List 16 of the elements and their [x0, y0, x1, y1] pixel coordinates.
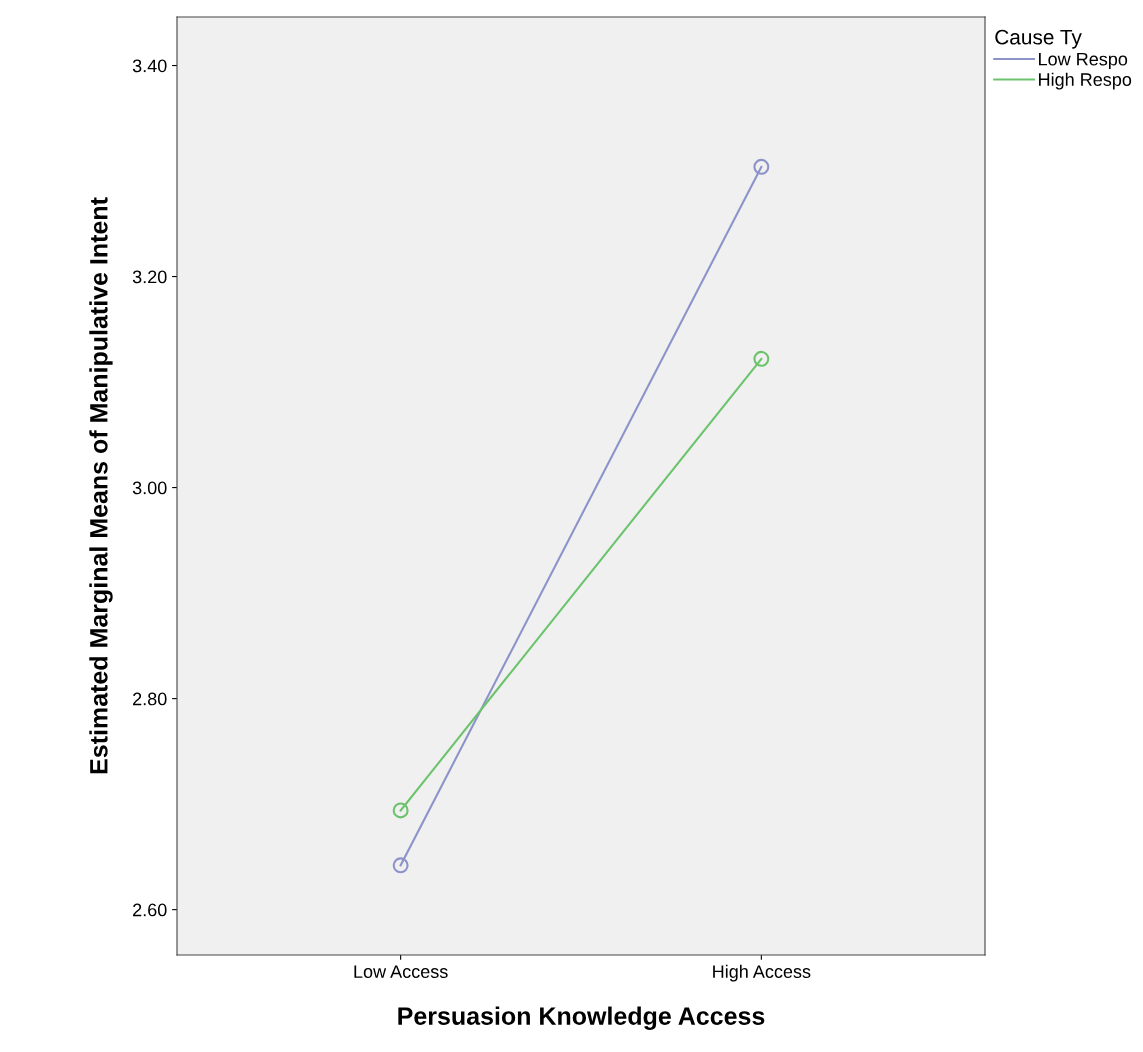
- x-tick-label: High Access: [713, 964, 811, 982]
- y-axis-title: Estimated Marginal Means of Manipulative Intent: [89, 197, 113, 774]
- point: [753, 350, 770, 367]
- point: [392, 802, 409, 819]
- legend-label: Low Respo: [1039, 52, 1128, 70]
- x-axis-title: Persuasion Knowledge Access: [398, 1006, 765, 1030]
- y-tick-label: 2.80: [133, 692, 167, 706]
- point: [392, 857, 409, 874]
- legend-label: High Respo: [1039, 72, 1132, 90]
- point: [753, 158, 770, 175]
- y-tick-label: 2.60: [133, 903, 167, 917]
- legend-title: Cause Ty: [995, 29, 1082, 49]
- y-tick-label: 3.00: [132, 481, 167, 495]
- y-tick-label: 3.20: [132, 270, 167, 284]
- x-tick-label: Low Access: [354, 965, 448, 978]
- y-tick-label: 3.40: [132, 59, 167, 73]
